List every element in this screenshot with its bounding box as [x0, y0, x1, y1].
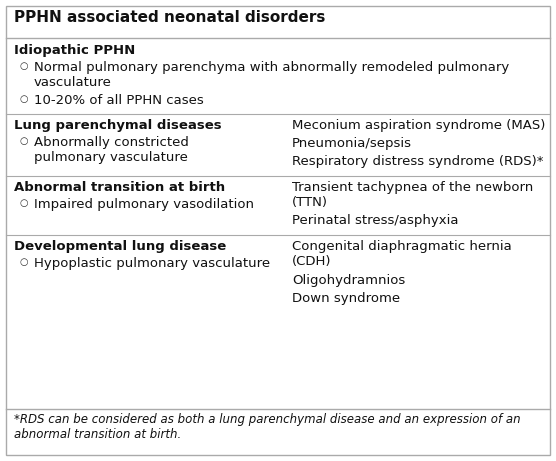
Text: ○: ○ [20, 61, 28, 71]
Text: Perinatal stress/asphyxia: Perinatal stress/asphyxia [292, 214, 458, 227]
Text: PPHN associated neonatal disorders: PPHN associated neonatal disorders [14, 10, 325, 25]
Text: Normal pulmonary parenchyma with abnormally remodeled pulmonary
vasculature: Normal pulmonary parenchyma with abnorma… [34, 61, 509, 89]
Text: Impaired pulmonary vasodilation: Impaired pulmonary vasodilation [34, 198, 254, 211]
Text: Developmental lung disease: Developmental lung disease [14, 240, 226, 253]
Text: Transient tachypnea of the newborn
(TTN): Transient tachypnea of the newborn (TTN) [292, 181, 533, 208]
Text: ○: ○ [20, 94, 28, 104]
Text: Oligohydramnios: Oligohydramnios [292, 273, 405, 287]
Text: ○: ○ [20, 198, 28, 207]
Text: Pneumonia/sepsis: Pneumonia/sepsis [292, 136, 412, 149]
Text: Down syndrome: Down syndrome [292, 291, 400, 305]
Text: Abnormally constricted
pulmonary vasculature: Abnormally constricted pulmonary vascula… [34, 136, 189, 164]
Text: Hypoplastic pulmonary vasculature: Hypoplastic pulmonary vasculature [34, 257, 270, 270]
Text: Abnormal transition at birth: Abnormal transition at birth [14, 181, 225, 194]
Text: 10-20% of all PPHN cases: 10-20% of all PPHN cases [34, 94, 203, 106]
Text: *RDS can be considered as both a lung parenchymal disease and an expression of a: *RDS can be considered as both a lung pa… [14, 413, 520, 441]
Text: ○: ○ [20, 257, 28, 267]
Text: Meconium aspiration syndrome (MAS): Meconium aspiration syndrome (MAS) [292, 118, 545, 131]
Text: ○: ○ [20, 136, 28, 146]
Text: Congenital diaphragmatic hernia
(CDH): Congenital diaphragmatic hernia (CDH) [292, 240, 512, 268]
Text: Respiratory distress syndrome (RDS)*: Respiratory distress syndrome (RDS)* [292, 154, 543, 167]
Text: Lung parenchymal diseases: Lung parenchymal diseases [14, 118, 222, 131]
Text: Idiopathic PPHN: Idiopathic PPHN [14, 44, 135, 57]
